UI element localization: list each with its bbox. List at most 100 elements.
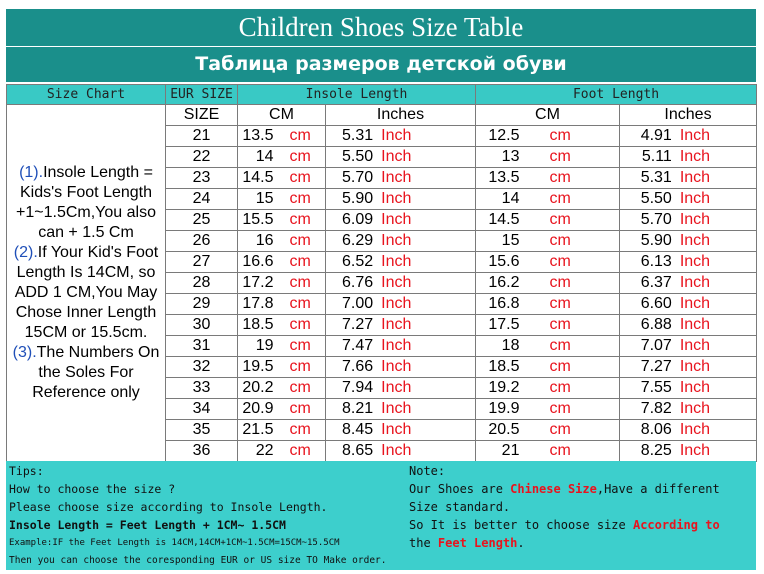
foot-in-cell-value: 5.50	[640, 190, 672, 207]
note-label: Note:	[409, 464, 446, 478]
table-row: 21 13.5 cm 5.31 Inch 12.5 cm 4.91 Inch	[7, 125, 757, 147]
foot-cm-cell-value: 18.5	[488, 358, 520, 375]
insole-in-cell-value: 6.76	[341, 274, 374, 291]
insole-cm-cell-value: 13.5	[242, 127, 274, 144]
insole-cm-cell-value: 22	[255, 442, 274, 459]
foot-cm-cell: 21 cm	[475, 440, 620, 462]
foot-in-cell: 5.11 Inch	[619, 146, 757, 168]
note-line-3: So It is better to choose size According…	[409, 516, 754, 534]
note-line-4: the Feet Length.	[409, 534, 754, 552]
foot-in-cell: 6.37 Inch	[619, 272, 757, 294]
foot-in-cell-value: 6.88	[640, 316, 672, 333]
foot-cm-cell-value: 16.2	[488, 274, 520, 291]
foot-in-cell: 7.07 Inch	[619, 335, 757, 357]
foot-in-cell-unit: Inch	[679, 316, 711, 333]
foot-in-cell-value: 7.55	[640, 379, 672, 396]
foot-in-cell: 6.88 Inch	[619, 314, 757, 336]
foot-cm-cell-value: 19.9	[488, 400, 520, 417]
foot-in-cell-unit: Inch	[679, 421, 711, 438]
insole-in-cell-value: 7.94	[341, 379, 374, 396]
tips-line-5: Then you can choose the coresponding EUR…	[9, 555, 387, 566]
foot-in-cell: 5.31 Inch	[619, 167, 757, 189]
size-cell: 36	[165, 440, 238, 462]
note-line-2: Size standard.	[409, 500, 511, 514]
tips-panel: Tips: How to choose the size ? Please ch…	[6, 461, 756, 570]
foot-cm-cell: 19.9 cm	[475, 398, 620, 420]
insole-cm-cell: 14 cm	[237, 146, 326, 168]
insole-cm-cell-value: 19	[255, 337, 274, 354]
foot-cm-cell-unit: cm	[549, 274, 571, 291]
insole-cm-cell-value: 15	[255, 190, 274, 207]
foot-in-cell: 5.90 Inch	[619, 230, 757, 252]
foot-in-cell-value: 6.60	[640, 295, 672, 312]
foot-in-cell-unit: Inch	[679, 442, 711, 459]
insole-in-cell-unit: Inch	[381, 379, 412, 396]
note-text-3: The Numbers On the Soles For Reference o…	[32, 344, 160, 401]
size-cell: 28	[165, 272, 238, 294]
note-number-1: (1).	[19, 164, 44, 181]
insole-cm-cell-unit: cm	[289, 169, 311, 186]
size-cell: 24	[165, 188, 238, 210]
insole-in-cell-value: 5.90	[341, 190, 374, 207]
insole-in-cell-value: 6.29	[341, 232, 374, 249]
foot-cm-cell: 18 cm	[475, 335, 620, 357]
insole-in-cell-value: 8.45	[341, 421, 374, 438]
foot-cm-cell-unit: cm	[549, 400, 571, 417]
insole-in-cell: 8.45 Inch	[325, 419, 476, 441]
insole-cm-cell: 13.5 cm	[237, 125, 326, 147]
insole-in-cell: 7.66 Inch	[325, 356, 476, 378]
size-cell: 33	[165, 377, 238, 399]
header-insole-inches: Inches	[325, 104, 476, 126]
insole-cm-cell: 16 cm	[237, 230, 326, 252]
insole-in-cell: 6.09 Inch	[325, 209, 476, 231]
foot-in-cell-unit: Inch	[679, 400, 711, 417]
insole-in-cell: 8.65 Inch	[325, 440, 476, 462]
header-foot-length: Foot Length	[475, 84, 757, 105]
size-cell: 34	[165, 398, 238, 420]
insole-cm-cell-unit: cm	[289, 358, 311, 375]
insole-cm-cell: 18.5 cm	[237, 314, 326, 336]
table-row: 36 22 cm 8.65 Inch 21 cm 8.25 Inch	[7, 440, 757, 462]
foot-cm-cell: 20.5 cm	[475, 419, 620, 441]
insole-cm-cell-value: 17.2	[242, 274, 274, 291]
foot-in-cell: 4.91 Inch	[619, 125, 757, 147]
insole-cm-cell: 16.6 cm	[237, 251, 326, 273]
foot-cm-cell-value: 13.5	[488, 169, 520, 186]
foot-cm-cell: 12.5 cm	[475, 125, 620, 147]
insole-in-cell-unit: Inch	[381, 442, 412, 459]
foot-cm-cell-unit: cm	[549, 190, 571, 207]
foot-cm-cell-unit: cm	[549, 337, 571, 354]
insole-cm-cell: 20.9 cm	[237, 398, 326, 420]
foot-in-cell-unit: Inch	[679, 379, 711, 396]
insole-cm-cell: 19.5 cm	[237, 356, 326, 378]
foot-in-cell: 5.50 Inch	[619, 188, 757, 210]
foot-cm-cell-value: 14	[501, 190, 520, 207]
header-size: SIZE	[165, 104, 238, 126]
insole-in-cell-value: 7.00	[341, 295, 374, 312]
foot-cm-cell-unit: cm	[549, 316, 571, 333]
foot-in-cell-unit: Inch	[679, 358, 711, 375]
foot-cm-cell-unit: cm	[549, 358, 571, 375]
table-row: 31 19 cm 7.47 Inch 18 cm 7.07 Inch	[7, 335, 757, 357]
insole-in-cell: 5.90 Inch	[325, 188, 476, 210]
insole-cm-cell: 22 cm	[237, 440, 326, 462]
insole-cm-cell-unit: cm	[289, 442, 311, 459]
foot-cm-cell-value: 15	[501, 232, 520, 249]
size-cell: 35	[165, 419, 238, 441]
insole-cm-cell-unit: cm	[289, 337, 311, 354]
insole-cm-cell-value: 18.5	[242, 316, 274, 333]
header-insole-length: Insole Length	[237, 84, 476, 105]
insole-cm-cell-value: 14.5	[242, 169, 274, 186]
insole-in-cell-unit: Inch	[381, 358, 412, 375]
note-text-1: Insole Length = Kids's Foot Length +1~1.…	[16, 164, 156, 241]
foot-in-cell-value: 8.06	[640, 421, 672, 438]
table-row: 23 14.5 cm 5.70 Inch 13.5 cm 5.31 Inch	[7, 167, 757, 189]
insole-cm-cell-unit: cm	[289, 379, 311, 396]
insole-in-cell: 5.70 Inch	[325, 167, 476, 189]
note-c: ,Have a different	[596, 482, 720, 496]
foot-in-cell: 7.55 Inch	[619, 377, 757, 399]
insole-cm-cell: 19 cm	[237, 335, 326, 357]
note-line-1: Our Shoes are Chinese Size,Have a differ…	[409, 480, 754, 498]
foot-cm-cell: 19.2 cm	[475, 377, 620, 399]
foot-cm-cell: 13 cm	[475, 146, 620, 168]
